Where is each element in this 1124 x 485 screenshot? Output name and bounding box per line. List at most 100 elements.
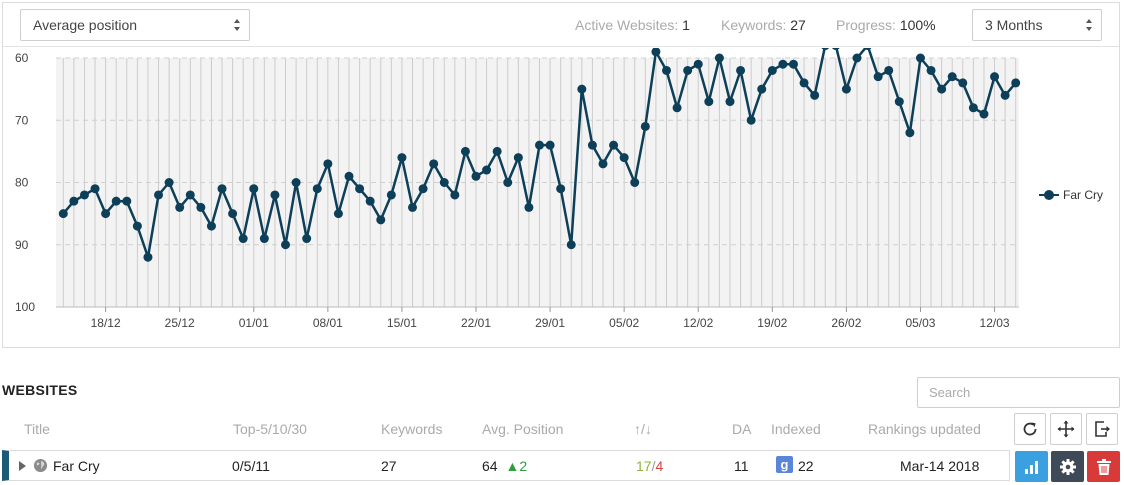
- data-point: [386, 190, 396, 200]
- settings-button[interactable]: [1051, 451, 1084, 482]
- data-point: [185, 190, 195, 200]
- data-point: [122, 196, 132, 206]
- data-point: [270, 190, 280, 200]
- website-top: 0/5/11: [232, 458, 270, 474]
- keywords-value: 27: [790, 17, 806, 33]
- data-point: [1011, 78, 1021, 88]
- search-input[interactable]: [917, 377, 1120, 408]
- export-button[interactable]: [1086, 413, 1118, 445]
- data-point: [556, 184, 566, 194]
- range-select[interactable]: 3 Months: [972, 9, 1102, 41]
- col-keywords[interactable]: Keywords: [381, 421, 443, 437]
- website-da: 11: [734, 458, 749, 474]
- data-point: [376, 215, 386, 225]
- data-point: [651, 48, 661, 57]
- data-point: [450, 190, 460, 200]
- data-point: [884, 65, 894, 75]
- data-point: [408, 202, 418, 212]
- data-point: [196, 202, 206, 212]
- data-point: [905, 128, 915, 138]
- data-point: [238, 234, 248, 244]
- move-button[interactable]: [1050, 413, 1082, 445]
- stats-button[interactable]: [1015, 451, 1048, 482]
- data-point: [429, 159, 439, 169]
- data-point: [587, 140, 597, 150]
- data-point: [894, 97, 904, 107]
- x-tick-label: 01/01: [239, 316, 269, 330]
- col-da[interactable]: DA: [732, 421, 752, 437]
- website-keywords: 27: [381, 458, 397, 474]
- data-point: [799, 78, 809, 88]
- metric-select[interactable]: Average position: [20, 9, 250, 41]
- chart-toolbar: Average position Active Websites: 1 Keyw…: [3, 3, 1119, 47]
- data-point: [132, 221, 142, 231]
- legend-label: Far Cry: [1063, 188, 1103, 202]
- keywords-stat: Keywords: 27: [721, 17, 806, 33]
- avg-change-value: 2: [519, 458, 528, 474]
- data-point: [947, 72, 957, 82]
- data-point: [990, 72, 1000, 82]
- col-rankings-updated[interactable]: Rankings updated: [868, 421, 981, 437]
- data-point: [661, 65, 671, 75]
- data-point: [778, 59, 788, 69]
- col-top[interactable]: Top-5/10/30: [233, 421, 307, 437]
- data-point: [926, 65, 936, 75]
- x-tick-label: 26/02: [831, 316, 861, 330]
- col-updown[interactable]: ↑/↓: [634, 421, 652, 437]
- data-point: [672, 103, 682, 113]
- data-point: [492, 146, 502, 156]
- data-point: [58, 209, 68, 219]
- data-point: [535, 140, 544, 150]
- data-point: [968, 103, 978, 113]
- position-chart: 60 70 80 90 100 18/12 25/12 01/01 08/01 15/01 22/0…: [15, 48, 1021, 330]
- data-point: [915, 53, 925, 63]
- data-point: [810, 90, 820, 100]
- table-row[interactable]: [2, 450, 1010, 481]
- gear-icon: [1059, 458, 1076, 475]
- x-tick-label: 25/12: [165, 316, 195, 330]
- legend-marker-icon: [1039, 190, 1059, 200]
- data-point: [545, 140, 555, 150]
- data-point: [69, 196, 79, 206]
- delete-button[interactable]: [1087, 451, 1120, 482]
- websites-title: WEBSITES: [2, 382, 78, 398]
- chart-legend[interactable]: Far Cry: [1039, 188, 1103, 202]
- y-tick-label: 70: [15, 113, 29, 127]
- data-point: [873, 72, 883, 82]
- website-avg-position: 64 ▲2: [482, 458, 527, 474]
- data-point: [1000, 90, 1010, 100]
- data-point: [365, 196, 375, 206]
- range-select-value: 3 Months: [985, 17, 1043, 33]
- trash-icon: [1096, 458, 1111, 475]
- y-tick-label: 90: [15, 238, 29, 252]
- x-tick-label: 18/12: [91, 316, 121, 330]
- data-point: [90, 184, 100, 194]
- data-point: [841, 84, 851, 94]
- website-rankings-updated: Mar-14 2018: [900, 458, 980, 474]
- expand-caret-icon[interactable]: [19, 461, 26, 471]
- data-point: [302, 234, 312, 244]
- data-point: [471, 171, 481, 181]
- data-point: [397, 153, 407, 163]
- data-point: [821, 48, 829, 51]
- data-point: [958, 78, 968, 88]
- google-icon: g: [776, 456, 793, 473]
- col-indexed[interactable]: Indexed: [771, 421, 821, 437]
- data-point: [863, 48, 872, 51]
- data-point: [630, 178, 640, 187]
- col-avg-position[interactable]: Avg. Position: [482, 421, 564, 437]
- data-point: [333, 209, 343, 219]
- data-point: [291, 178, 301, 187]
- chart-panel: Average position Active Websites: 1 Keyw…: [2, 2, 1120, 348]
- x-tick-label: 15/01: [387, 316, 417, 330]
- data-point: [832, 48, 840, 51]
- refresh-icon: [1023, 422, 1037, 436]
- x-tick-label: 22/01: [461, 316, 491, 330]
- website-title[interactable]: Far Cry: [53, 458, 100, 474]
- data-point: [355, 184, 365, 194]
- data-point: [566, 240, 576, 250]
- refresh-button[interactable]: [1014, 413, 1046, 445]
- x-tick-label: 08/01: [313, 316, 343, 330]
- col-title[interactable]: Title: [24, 421, 50, 437]
- data-point: [788, 59, 798, 69]
